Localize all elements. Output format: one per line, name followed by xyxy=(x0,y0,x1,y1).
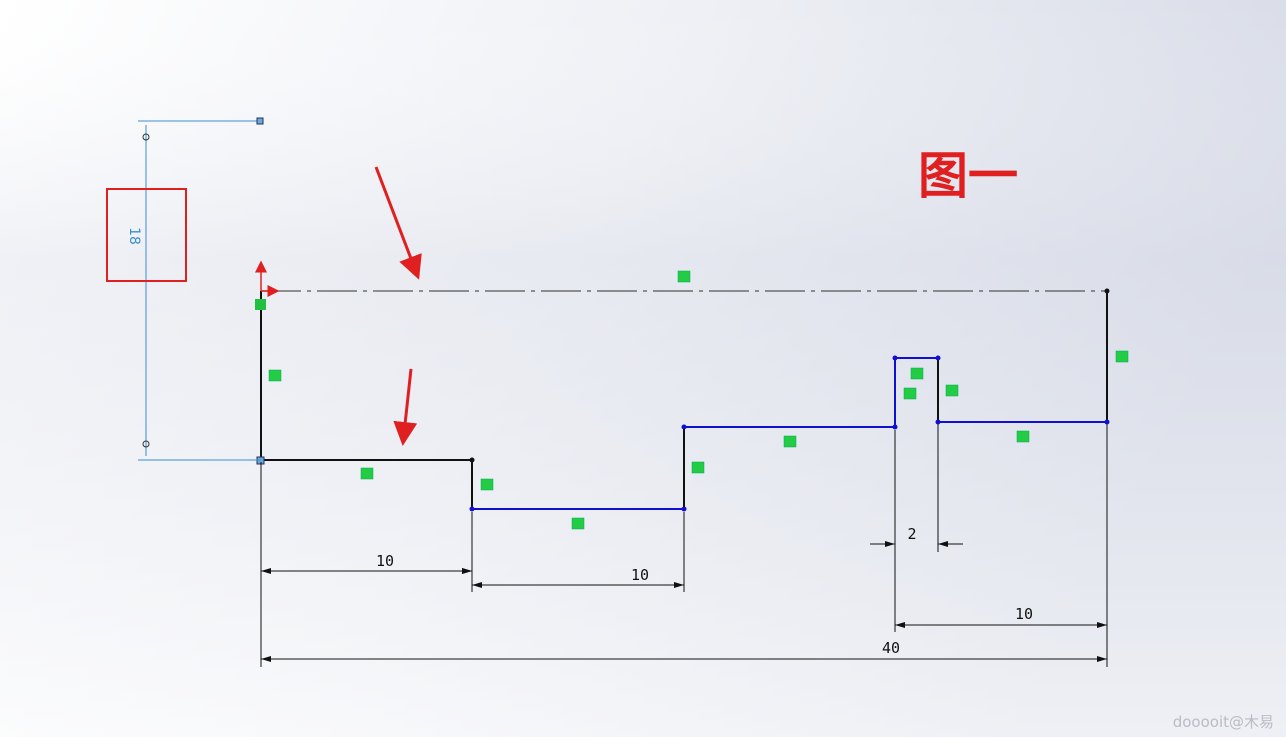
relation-icons xyxy=(268,270,1129,530)
dimension-lines xyxy=(260,424,1108,667)
caption: 图一 xyxy=(918,147,1018,205)
dimension-label: 18 xyxy=(126,227,142,245)
profile xyxy=(260,291,1108,510)
dimension-label: 2 xyxy=(907,525,916,543)
height-dimension xyxy=(138,117,264,461)
watermark: dooooit@木易 xyxy=(1173,713,1274,731)
highlight-box xyxy=(106,188,187,282)
dimension-label: 40 xyxy=(882,639,900,657)
annotation-arrow xyxy=(374,166,422,280)
dimension-label: 10 xyxy=(1015,605,1033,623)
annotation-arrow xyxy=(393,368,418,446)
dimension-label: 10 xyxy=(631,566,649,584)
vertices xyxy=(469,288,1110,512)
dimension-label: 10 xyxy=(376,552,394,570)
